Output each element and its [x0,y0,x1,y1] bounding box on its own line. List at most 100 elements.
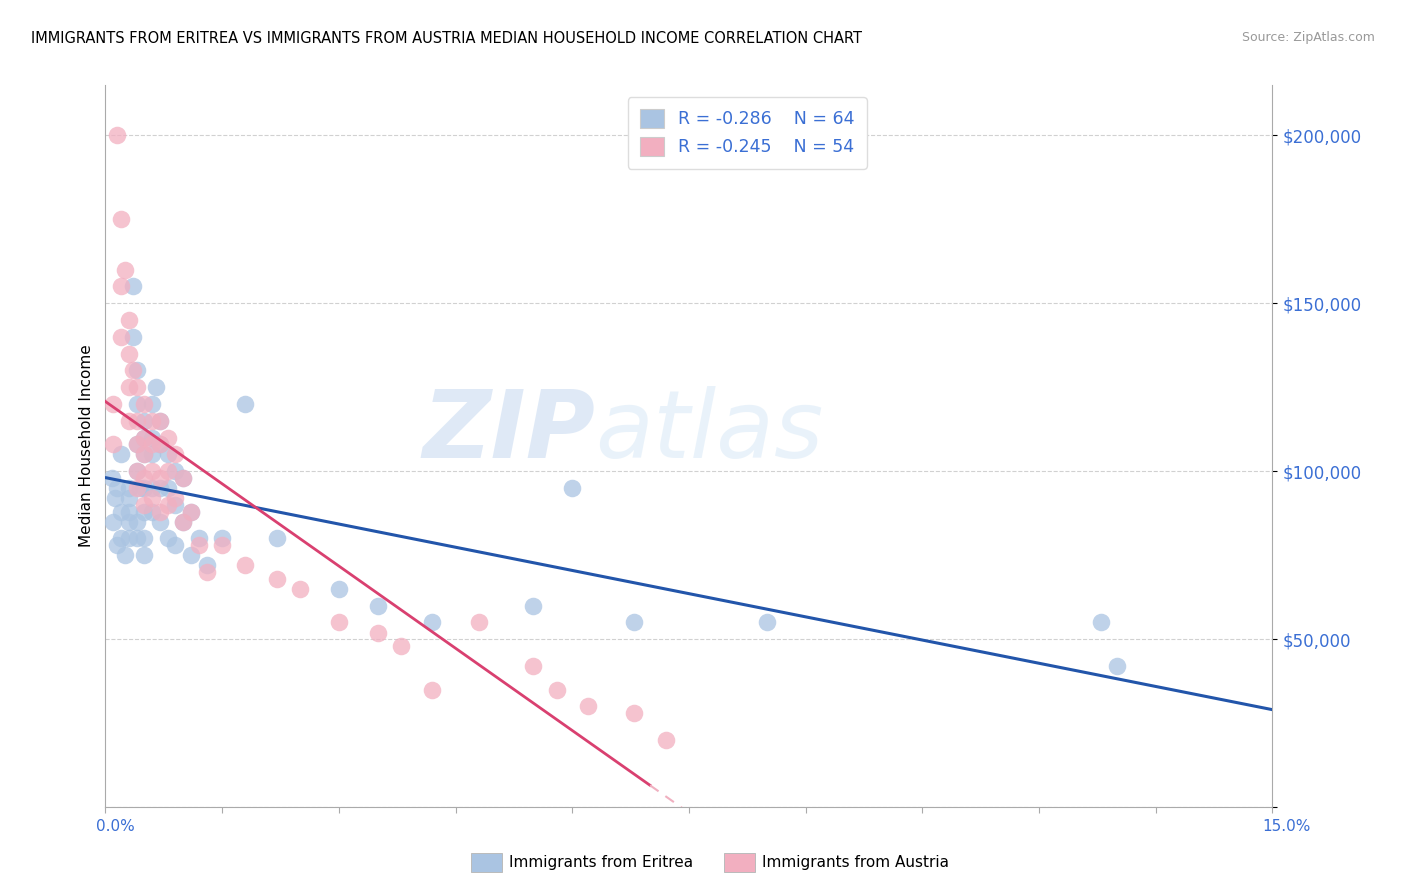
Point [103,515,125,529]
Point [121,330,143,344]
Point [156,498,179,512]
Point [156,464,179,478]
Point [114,548,136,562]
Point [149,504,172,518]
Text: Immigrants from Austria: Immigrants from Austria [762,855,949,870]
Point [110,447,132,461]
Point [156,447,179,461]
Point [110,532,132,546]
Point [561,481,583,495]
Point [149,481,172,495]
Point [367,625,389,640]
Text: 15.0%: 15.0% [1263,820,1310,834]
Point [165,491,187,505]
Point [129,481,152,495]
Point [141,437,163,451]
Point [172,471,194,485]
Point [576,699,599,714]
Point [125,380,148,394]
Point [110,504,132,518]
Point [125,397,148,411]
Point [420,682,443,697]
Point [389,639,412,653]
Point [755,615,778,630]
Point [141,464,163,478]
Point [195,558,218,573]
Point [125,414,148,428]
Text: atlas: atlas [596,386,824,477]
Legend: R = -0.286    N = 64, R = -0.245    N = 54: R = -0.286 N = 64, R = -0.245 N = 54 [628,97,866,169]
Point [125,464,148,478]
Point [134,447,156,461]
Point [141,491,163,505]
Point [1090,615,1112,630]
Point [468,615,491,630]
Point [145,380,167,394]
Point [420,615,443,630]
Point [134,481,156,495]
Point [105,481,128,495]
Point [149,414,172,428]
Point [134,414,156,428]
Point [165,447,187,461]
Point [125,464,148,478]
Point [156,481,179,495]
Point [134,471,156,485]
Point [134,498,156,512]
Point [654,733,676,747]
Point [235,397,257,411]
Point [623,706,645,721]
Point [125,515,148,529]
Point [522,599,544,613]
Point [288,582,311,596]
Point [149,414,172,428]
Point [103,437,125,451]
Point [125,363,148,377]
Point [149,515,172,529]
Point [118,414,141,428]
Point [125,437,148,451]
Point [118,491,141,505]
Point [172,471,194,485]
Point [134,504,156,518]
Text: Source: ZipAtlas.com: Source: ZipAtlas.com [1241,31,1375,45]
Point [165,464,187,478]
Point [105,538,128,552]
Point [328,582,350,596]
Point [100,471,122,485]
Point [149,471,172,485]
Point [141,431,163,445]
Point [134,447,156,461]
Point [623,615,645,630]
Point [235,558,257,573]
Point [180,504,202,518]
Point [165,498,187,512]
Point [187,538,209,552]
Point [172,515,194,529]
Point [118,504,141,518]
Point [546,682,568,697]
Point [110,212,132,227]
Point [141,504,163,518]
Point [156,532,179,546]
Point [134,397,156,411]
Point [110,279,132,293]
Point [211,538,233,552]
Point [125,532,148,546]
Point [125,437,148,451]
Point [180,504,202,518]
Point [118,380,141,394]
Point [180,548,202,562]
Point [328,615,350,630]
Point [1105,659,1128,673]
Point [125,481,148,495]
Point [121,363,143,377]
Point [104,491,127,505]
Point [266,532,288,546]
Point [118,532,141,546]
Text: ZIP: ZIP [423,385,596,477]
Point [121,279,143,293]
Point [211,532,233,546]
Point [522,659,544,673]
Point [118,515,141,529]
